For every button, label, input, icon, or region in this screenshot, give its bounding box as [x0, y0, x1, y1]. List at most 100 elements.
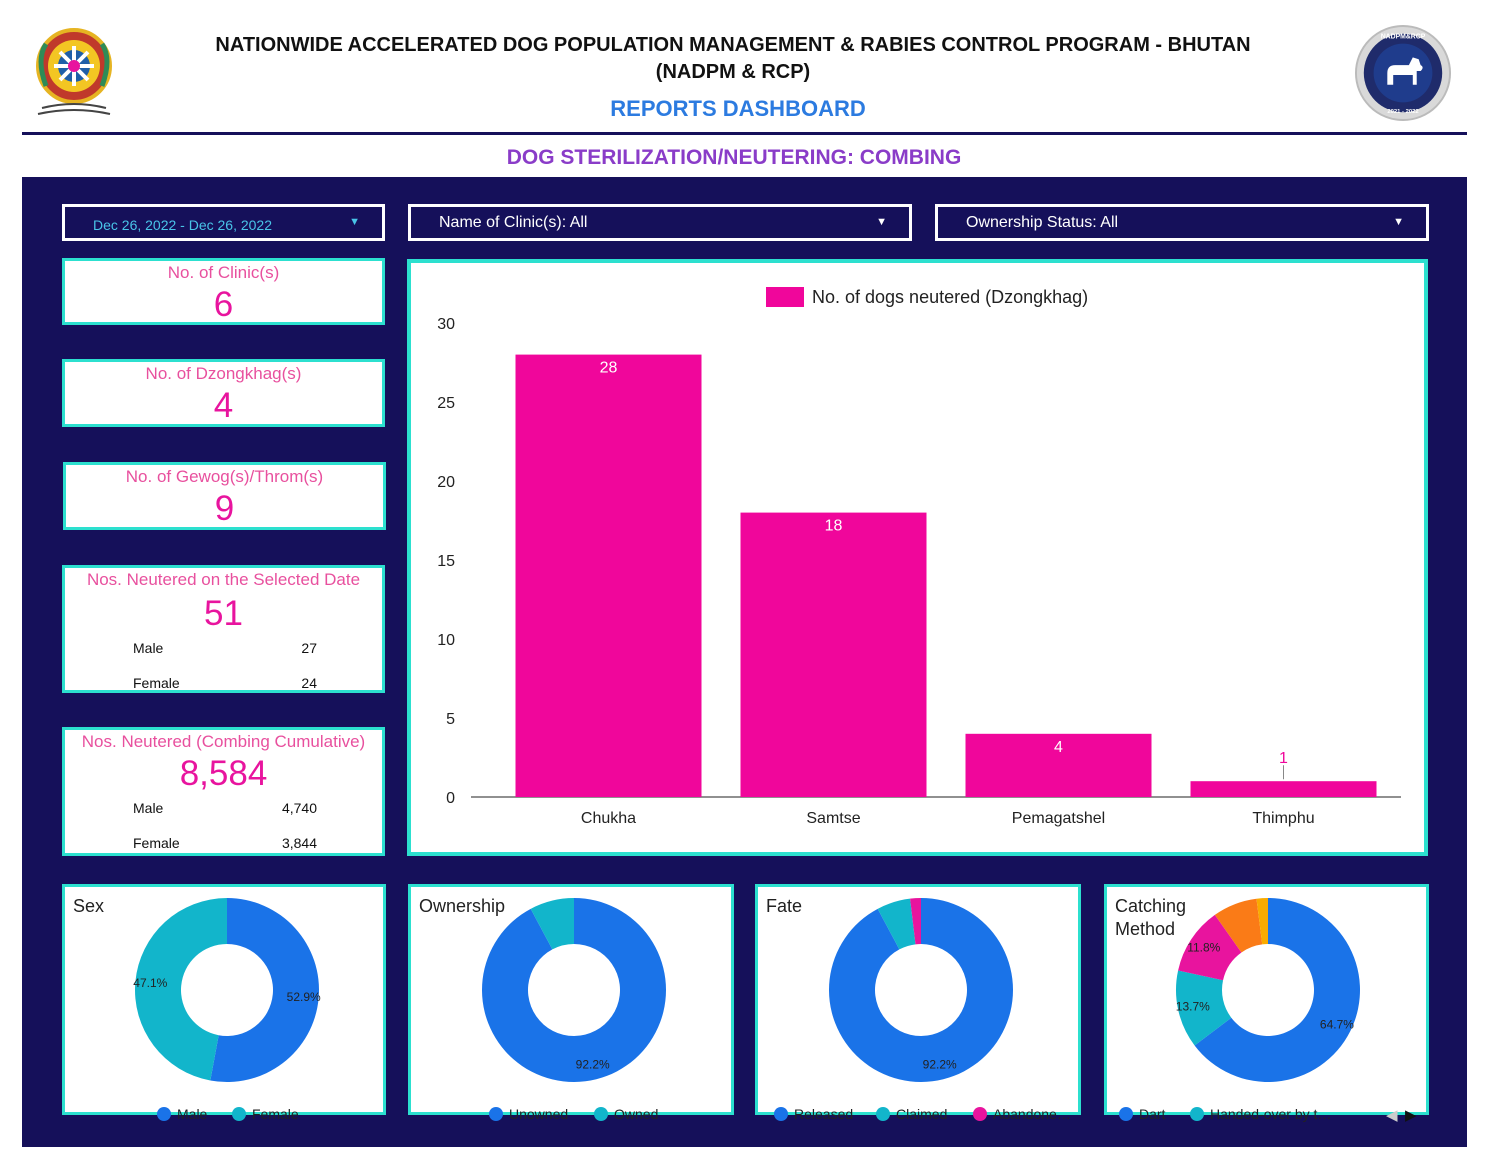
male-value: 27: [301, 640, 317, 656]
kpi-label: No. of Gewog(s)/Throm(s): [125, 467, 324, 486]
slice-dart: [1194, 898, 1360, 1082]
legend-dot: [232, 1107, 246, 1121]
female-row: Female 3,844: [133, 835, 317, 851]
kpi-label: No. of Clinic(s): [167, 263, 280, 282]
slice-female: [135, 898, 227, 1081]
legend-dot: [1190, 1107, 1204, 1121]
y-tick-label: 25: [437, 395, 455, 412]
male-value: 4,740: [281, 800, 317, 816]
selected-date-kpi-card: Nos. Neutered on the Selected Date 51 Ma…: [62, 565, 385, 693]
legend-dot: [973, 1107, 987, 1121]
x-tick-label: Pemagatshel: [1012, 810, 1105, 827]
x-tick-label: Samtse: [806, 810, 860, 827]
sex-donut-card: Sex 52.9% 47.1% Male Female: [62, 884, 386, 1122]
sex-donut-chart: 52.9% 47.1%: [133, 898, 321, 1082]
slice-male: [210, 898, 320, 1082]
male-label: Male: [133, 800, 164, 816]
legend-item-owned[interactable]: Owned: [594, 1106, 658, 1122]
legend-item-female[interactable]: Female: [232, 1106, 299, 1122]
ownership-filter[interactable]: Ownership Status: All ▼: [935, 204, 1429, 241]
male-row: Male 27: [133, 640, 317, 656]
fate-donut-card: Fate 92.2% Released Claimed Abandone…: [755, 884, 1081, 1122]
male-label: Male: [133, 640, 164, 656]
kpi-label: Nos. Neutered (Combing Cumulative): [81, 732, 366, 751]
y-tick-label: 10: [437, 632, 455, 649]
legend-swatch: [766, 287, 804, 307]
bar-pemagatshel: [965, 733, 1152, 797]
chevron-down-icon: ▼: [1393, 216, 1404, 228]
legend-item-abandoned[interactable]: Abandone…: [973, 1106, 1071, 1122]
bar-chukha: [515, 354, 702, 797]
clinic-filter[interactable]: Name of Clinic(s): All ▼: [408, 204, 912, 241]
date-range-filter[interactable]: Dec 26, 2022 - Dec 26, 2022 ▼: [62, 204, 385, 241]
slice-abandoned: [910, 898, 921, 945]
legend-dot: [1119, 1107, 1133, 1121]
data-label: 4: [1054, 739, 1063, 756]
legend-label: Unowned: [509, 1106, 569, 1122]
dog-logo-icon: NADPM&RCP 2021 - 2022: [1354, 24, 1452, 122]
slice-label: 47.1%: [133, 976, 167, 990]
female-value: 24: [301, 675, 317, 691]
dzongkhag-bar-chart-card: No. of dogs neutered (Dzongkhag) 0 5 10 15 20…: [407, 259, 1428, 856]
legend-label: Released: [794, 1106, 854, 1122]
logo-years-text: 2021 - 2022: [1387, 109, 1419, 115]
kpi-value: 4: [213, 386, 234, 425]
legend-dot: [876, 1107, 890, 1121]
ownership-donut-card: Ownership 92.2% Unowned Owned: [408, 884, 734, 1122]
date-range-value: Dec 26, 2022 - Dec 26, 2022: [93, 217, 273, 233]
legend-label: Handed-over by t…: [1210, 1106, 1332, 1122]
slice-released: [829, 898, 1013, 1082]
header-divider: [22, 132, 1467, 135]
slice-label: 13.7%: [1176, 1000, 1210, 1014]
legend-item-released[interactable]: Released: [774, 1106, 853, 1122]
slice-label: 52.9%: [287, 990, 321, 1004]
legend-dot: [489, 1107, 503, 1121]
y-tick-label: 15: [437, 553, 455, 570]
report-title-abbrev: (NADPM & RCP): [655, 61, 811, 83]
donut-title: Ownership: [419, 896, 506, 916]
legend-label: No. of dogs neutered (Dzongkhag): [812, 287, 1088, 307]
section-title: DOG STERILIZATION/NEUTERING: COMBING: [506, 146, 962, 169]
y-tick-label: 30: [437, 316, 455, 333]
dzongkhags-kpi-card: No. of Dzongkhag(s) 4: [62, 359, 385, 427]
legend-item-dart[interactable]: Dart: [1119, 1106, 1165, 1122]
legend-item-claimed[interactable]: Claimed: [876, 1106, 947, 1122]
slice-handed-over-by-t-: [1176, 970, 1232, 1046]
legend-item-unowned[interactable]: Unowned: [489, 1106, 568, 1122]
slice-unowned: [482, 898, 666, 1082]
y-tick-label: 0: [446, 790, 455, 807]
kpi-value: 8,584: [179, 754, 268, 793]
legend-next-icon[interactable]: ▶: [1405, 1107, 1417, 1124]
kpi-label: Nos. Neutered on the Selected Date: [86, 570, 361, 589]
legend-label: Claimed: [896, 1106, 948, 1122]
bar-thimphu: [1190, 781, 1377, 797]
fate-donut-chart: 92.2%: [829, 898, 1013, 1082]
kpi-label: No. of Dzongkhag(s): [145, 364, 302, 383]
data-label: 18: [825, 518, 843, 535]
slice-label: 92.2%: [923, 1058, 957, 1072]
slice-label: 11.8%: [1187, 941, 1220, 955]
logo-ring-text: NADPM&RCP: [1381, 34, 1426, 41]
legend-label: Male: [177, 1106, 208, 1122]
legend-dot: [594, 1107, 608, 1121]
chevron-down-icon: ▼: [349, 216, 360, 228]
y-tick-label: 5: [446, 711, 455, 728]
clinics-kpi-card: No. of Clinic(s) 6: [62, 258, 385, 325]
clinic-filter-value: Name of Clinic(s): All: [439, 214, 588, 231]
x-tick-label: Chukha: [581, 810, 636, 827]
donut-title: Sex: [73, 896, 105, 916]
legend-item-handed-over[interactable]: Handed-over by t…: [1190, 1106, 1331, 1122]
ownership-filter-value: Ownership Status: All: [966, 214, 1119, 231]
slice-label: 92.2%: [576, 1058, 610, 1072]
bar-samtse: [740, 512, 927, 797]
legend-item-male[interactable]: Male: [157, 1106, 207, 1122]
gewogs-kpi-card: No. of Gewog(s)/Throm(s) 9: [63, 462, 386, 530]
slice-claimed: [877, 898, 916, 950]
slice-label: 64.7%: [1320, 1017, 1354, 1031]
ownership-donut-chart: 92.2%: [482, 898, 666, 1082]
female-label: Female: [133, 675, 180, 691]
legend-prev-icon[interactable]: ◀: [1386, 1107, 1398, 1124]
slice-other-2: [1214, 898, 1263, 953]
x-tick-label: Thimphu: [1252, 810, 1314, 827]
legend-label: Female: [252, 1106, 299, 1122]
